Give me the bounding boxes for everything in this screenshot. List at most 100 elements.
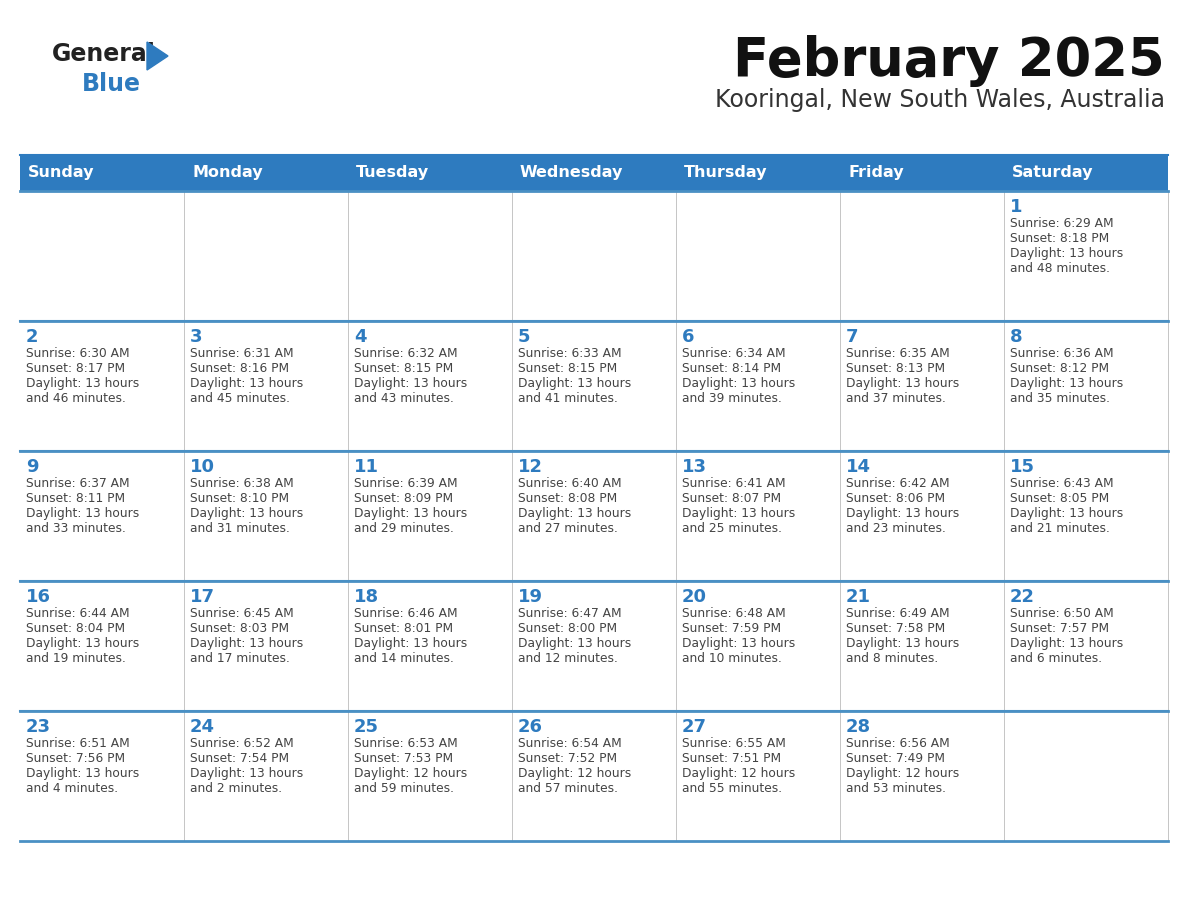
Text: Sunset: 8:11 PM: Sunset: 8:11 PM bbox=[26, 492, 125, 505]
Bar bbox=[840, 451, 1004, 581]
Text: Sunrise: 6:35 AM: Sunrise: 6:35 AM bbox=[846, 347, 949, 360]
Text: 24: 24 bbox=[190, 718, 215, 736]
Text: and 53 minutes.: and 53 minutes. bbox=[846, 782, 946, 795]
Text: and 14 minutes.: and 14 minutes. bbox=[354, 652, 454, 665]
Bar bbox=[348, 581, 512, 711]
Bar bbox=[840, 581, 1004, 711]
Text: 9: 9 bbox=[26, 458, 38, 476]
Text: Daylight: 13 hours: Daylight: 13 hours bbox=[846, 377, 959, 390]
Text: and 46 minutes.: and 46 minutes. bbox=[26, 392, 126, 405]
Bar bbox=[676, 191, 840, 321]
Text: Sunset: 7:49 PM: Sunset: 7:49 PM bbox=[846, 752, 944, 765]
Text: and 8 minutes.: and 8 minutes. bbox=[846, 652, 939, 665]
Bar bbox=[676, 581, 840, 711]
Text: Sunset: 8:10 PM: Sunset: 8:10 PM bbox=[190, 492, 289, 505]
Text: 18: 18 bbox=[354, 588, 379, 606]
Text: 1: 1 bbox=[1010, 198, 1023, 216]
Text: Daylight: 13 hours: Daylight: 13 hours bbox=[26, 377, 139, 390]
Text: Daylight: 13 hours: Daylight: 13 hours bbox=[518, 507, 631, 520]
Text: Sunset: 8:06 PM: Sunset: 8:06 PM bbox=[846, 492, 946, 505]
Text: Sunrise: 6:36 AM: Sunrise: 6:36 AM bbox=[1010, 347, 1113, 360]
Text: Sunset: 8:03 PM: Sunset: 8:03 PM bbox=[190, 622, 289, 635]
Bar bbox=[1004, 451, 1168, 581]
Text: Sunday: Sunday bbox=[29, 165, 95, 181]
Bar bbox=[676, 451, 840, 581]
Bar bbox=[840, 155, 1004, 191]
Text: and 29 minutes.: and 29 minutes. bbox=[354, 522, 454, 535]
Bar bbox=[20, 321, 184, 451]
Text: Sunset: 8:07 PM: Sunset: 8:07 PM bbox=[682, 492, 782, 505]
Text: 4: 4 bbox=[354, 328, 367, 346]
Text: Sunset: 7:56 PM: Sunset: 7:56 PM bbox=[26, 752, 125, 765]
Text: Daylight: 13 hours: Daylight: 13 hours bbox=[1010, 377, 1123, 390]
Text: and 43 minutes.: and 43 minutes. bbox=[354, 392, 454, 405]
Text: Tuesday: Tuesday bbox=[356, 165, 429, 181]
Text: Sunset: 8:08 PM: Sunset: 8:08 PM bbox=[518, 492, 618, 505]
Text: Sunset: 7:52 PM: Sunset: 7:52 PM bbox=[518, 752, 617, 765]
Text: and 6 minutes.: and 6 minutes. bbox=[1010, 652, 1102, 665]
Text: Saturday: Saturday bbox=[1012, 165, 1093, 181]
Bar bbox=[348, 451, 512, 581]
Text: Sunrise: 6:38 AM: Sunrise: 6:38 AM bbox=[190, 477, 293, 490]
Bar bbox=[512, 711, 676, 841]
Text: 3: 3 bbox=[190, 328, 202, 346]
Text: 28: 28 bbox=[846, 718, 871, 736]
Text: Sunset: 8:04 PM: Sunset: 8:04 PM bbox=[26, 622, 125, 635]
Text: and 33 minutes.: and 33 minutes. bbox=[26, 522, 126, 535]
Text: Sunset: 7:54 PM: Sunset: 7:54 PM bbox=[190, 752, 289, 765]
Text: and 10 minutes.: and 10 minutes. bbox=[682, 652, 782, 665]
Text: 17: 17 bbox=[190, 588, 215, 606]
Text: Sunset: 7:59 PM: Sunset: 7:59 PM bbox=[682, 622, 782, 635]
Text: and 25 minutes.: and 25 minutes. bbox=[682, 522, 782, 535]
Text: Daylight: 13 hours: Daylight: 13 hours bbox=[354, 507, 467, 520]
Text: and 21 minutes.: and 21 minutes. bbox=[1010, 522, 1110, 535]
Text: and 57 minutes.: and 57 minutes. bbox=[518, 782, 618, 795]
Text: 13: 13 bbox=[682, 458, 707, 476]
Text: 25: 25 bbox=[354, 718, 379, 736]
Text: Daylight: 13 hours: Daylight: 13 hours bbox=[26, 637, 139, 650]
Text: Sunrise: 6:40 AM: Sunrise: 6:40 AM bbox=[518, 477, 621, 490]
Bar bbox=[512, 321, 676, 451]
Text: Sunrise: 6:43 AM: Sunrise: 6:43 AM bbox=[1010, 477, 1113, 490]
Text: Sunset: 7:53 PM: Sunset: 7:53 PM bbox=[354, 752, 453, 765]
Text: Daylight: 13 hours: Daylight: 13 hours bbox=[682, 637, 795, 650]
Text: Daylight: 13 hours: Daylight: 13 hours bbox=[1010, 507, 1123, 520]
Bar bbox=[512, 191, 676, 321]
Bar bbox=[840, 191, 1004, 321]
Text: Sunrise: 6:42 AM: Sunrise: 6:42 AM bbox=[846, 477, 949, 490]
Text: Thursday: Thursday bbox=[684, 165, 767, 181]
Text: and 2 minutes.: and 2 minutes. bbox=[190, 782, 282, 795]
Bar bbox=[840, 711, 1004, 841]
Text: Sunrise: 6:50 AM: Sunrise: 6:50 AM bbox=[1010, 607, 1114, 620]
Text: Sunset: 8:01 PM: Sunset: 8:01 PM bbox=[354, 622, 453, 635]
Text: and 37 minutes.: and 37 minutes. bbox=[846, 392, 946, 405]
Text: 10: 10 bbox=[190, 458, 215, 476]
Text: 27: 27 bbox=[682, 718, 707, 736]
Text: 26: 26 bbox=[518, 718, 543, 736]
Text: Friday: Friday bbox=[848, 165, 904, 181]
Bar bbox=[184, 451, 348, 581]
Text: 5: 5 bbox=[518, 328, 531, 346]
Text: Daylight: 13 hours: Daylight: 13 hours bbox=[682, 377, 795, 390]
Text: Sunset: 8:18 PM: Sunset: 8:18 PM bbox=[1010, 232, 1110, 245]
Text: Sunrise: 6:55 AM: Sunrise: 6:55 AM bbox=[682, 737, 786, 750]
Text: 2: 2 bbox=[26, 328, 38, 346]
Text: Sunset: 8:15 PM: Sunset: 8:15 PM bbox=[354, 362, 454, 375]
Text: Sunrise: 6:32 AM: Sunrise: 6:32 AM bbox=[354, 347, 457, 360]
Text: Sunrise: 6:54 AM: Sunrise: 6:54 AM bbox=[518, 737, 621, 750]
Text: Sunrise: 6:53 AM: Sunrise: 6:53 AM bbox=[354, 737, 457, 750]
Bar bbox=[512, 451, 676, 581]
Bar bbox=[184, 155, 348, 191]
Bar bbox=[1004, 191, 1168, 321]
Text: Sunrise: 6:49 AM: Sunrise: 6:49 AM bbox=[846, 607, 949, 620]
Text: Daylight: 13 hours: Daylight: 13 hours bbox=[682, 507, 795, 520]
Text: February 2025: February 2025 bbox=[733, 35, 1165, 87]
Text: Sunrise: 6:29 AM: Sunrise: 6:29 AM bbox=[1010, 217, 1113, 230]
Bar bbox=[184, 711, 348, 841]
Text: Daylight: 12 hours: Daylight: 12 hours bbox=[682, 767, 795, 780]
Text: Sunrise: 6:44 AM: Sunrise: 6:44 AM bbox=[26, 607, 129, 620]
Bar bbox=[184, 321, 348, 451]
Text: General: General bbox=[52, 42, 156, 66]
Text: Sunset: 8:14 PM: Sunset: 8:14 PM bbox=[682, 362, 782, 375]
Text: Daylight: 13 hours: Daylight: 13 hours bbox=[190, 637, 303, 650]
